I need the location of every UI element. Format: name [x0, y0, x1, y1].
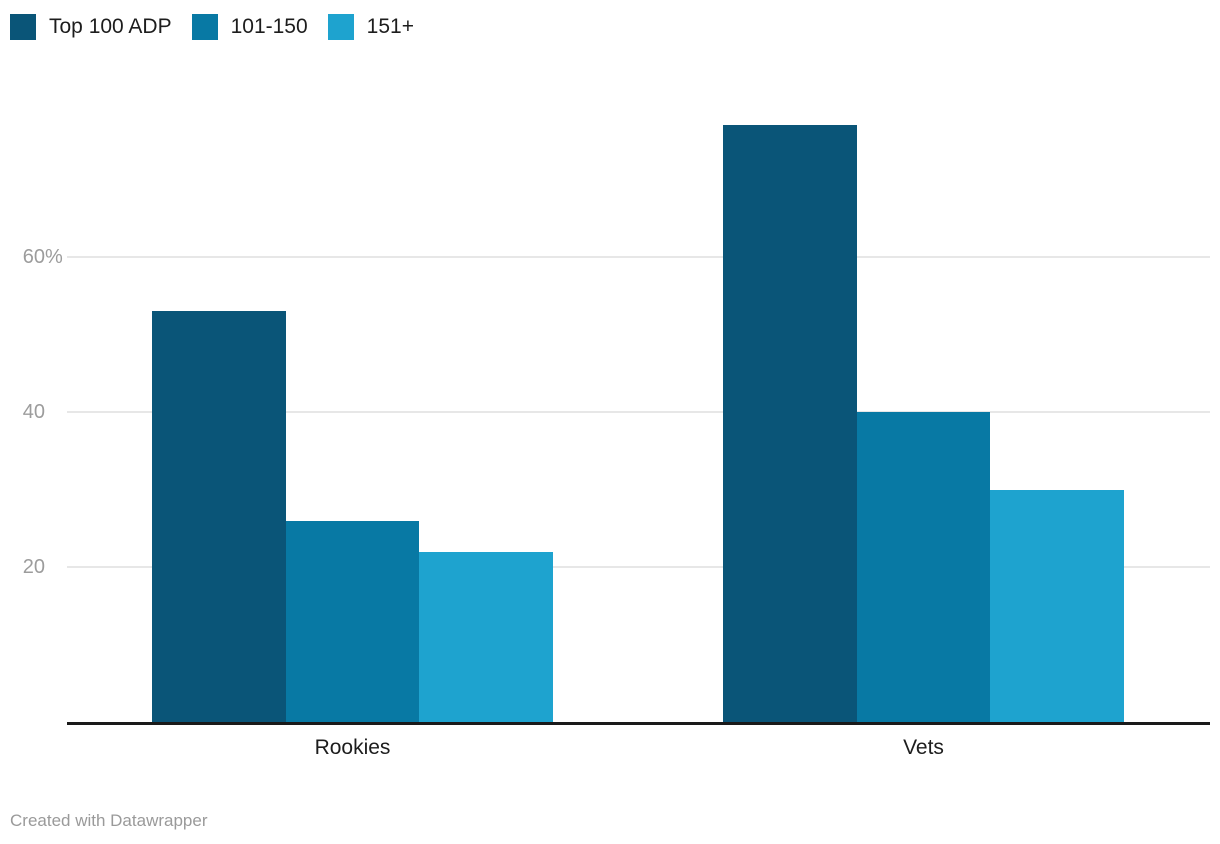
tick-value: 20	[22, 556, 45, 578]
legend-item-2: 101-150	[191, 14, 308, 40]
legend-label: 101-150	[230, 15, 308, 38]
y-axis-tick-label: 60%	[0, 245, 63, 269]
bar-vets-151-	[990, 489, 1124, 722]
legend-label: 151+	[366, 15, 414, 38]
bar-vets-top-100-adp	[723, 125, 857, 723]
tick-value: 60	[22, 246, 45, 268]
bar-vets-101-150	[856, 412, 991, 722]
bar-rookies-151-	[419, 551, 553, 722]
y-axis-tick-label: 20	[0, 555, 45, 579]
gridline-60	[67, 256, 1210, 258]
legend-swatch-icon	[10, 14, 36, 40]
legend-swatch-icon	[327, 14, 354, 40]
x-axis-line	[67, 722, 1210, 725]
tick-value: 40	[22, 401, 45, 423]
bar-rookies-101-150	[285, 520, 420, 722]
gridline-40	[67, 411, 1210, 413]
category-label-rookies: Rookies	[314, 736, 391, 759]
bar-rookies-top-100-adp	[152, 311, 286, 723]
legend-swatch-icon	[191, 14, 218, 40]
tick-unit-suffix: %	[45, 246, 63, 268]
legend-item-1: Top 100 ADP	[10, 14, 172, 40]
gridline-20	[67, 566, 1210, 568]
legend: Top 100 ADP 101-150 151+	[10, 14, 414, 40]
legend-label: Top 100 ADP	[49, 15, 172, 38]
datawrapper-credit: Created with Datawrapper	[10, 811, 208, 830]
legend-item-3: 151+	[327, 14, 414, 40]
y-axis-tick-label: 40	[0, 400, 45, 424]
category-label-vets: Vets	[903, 736, 944, 759]
